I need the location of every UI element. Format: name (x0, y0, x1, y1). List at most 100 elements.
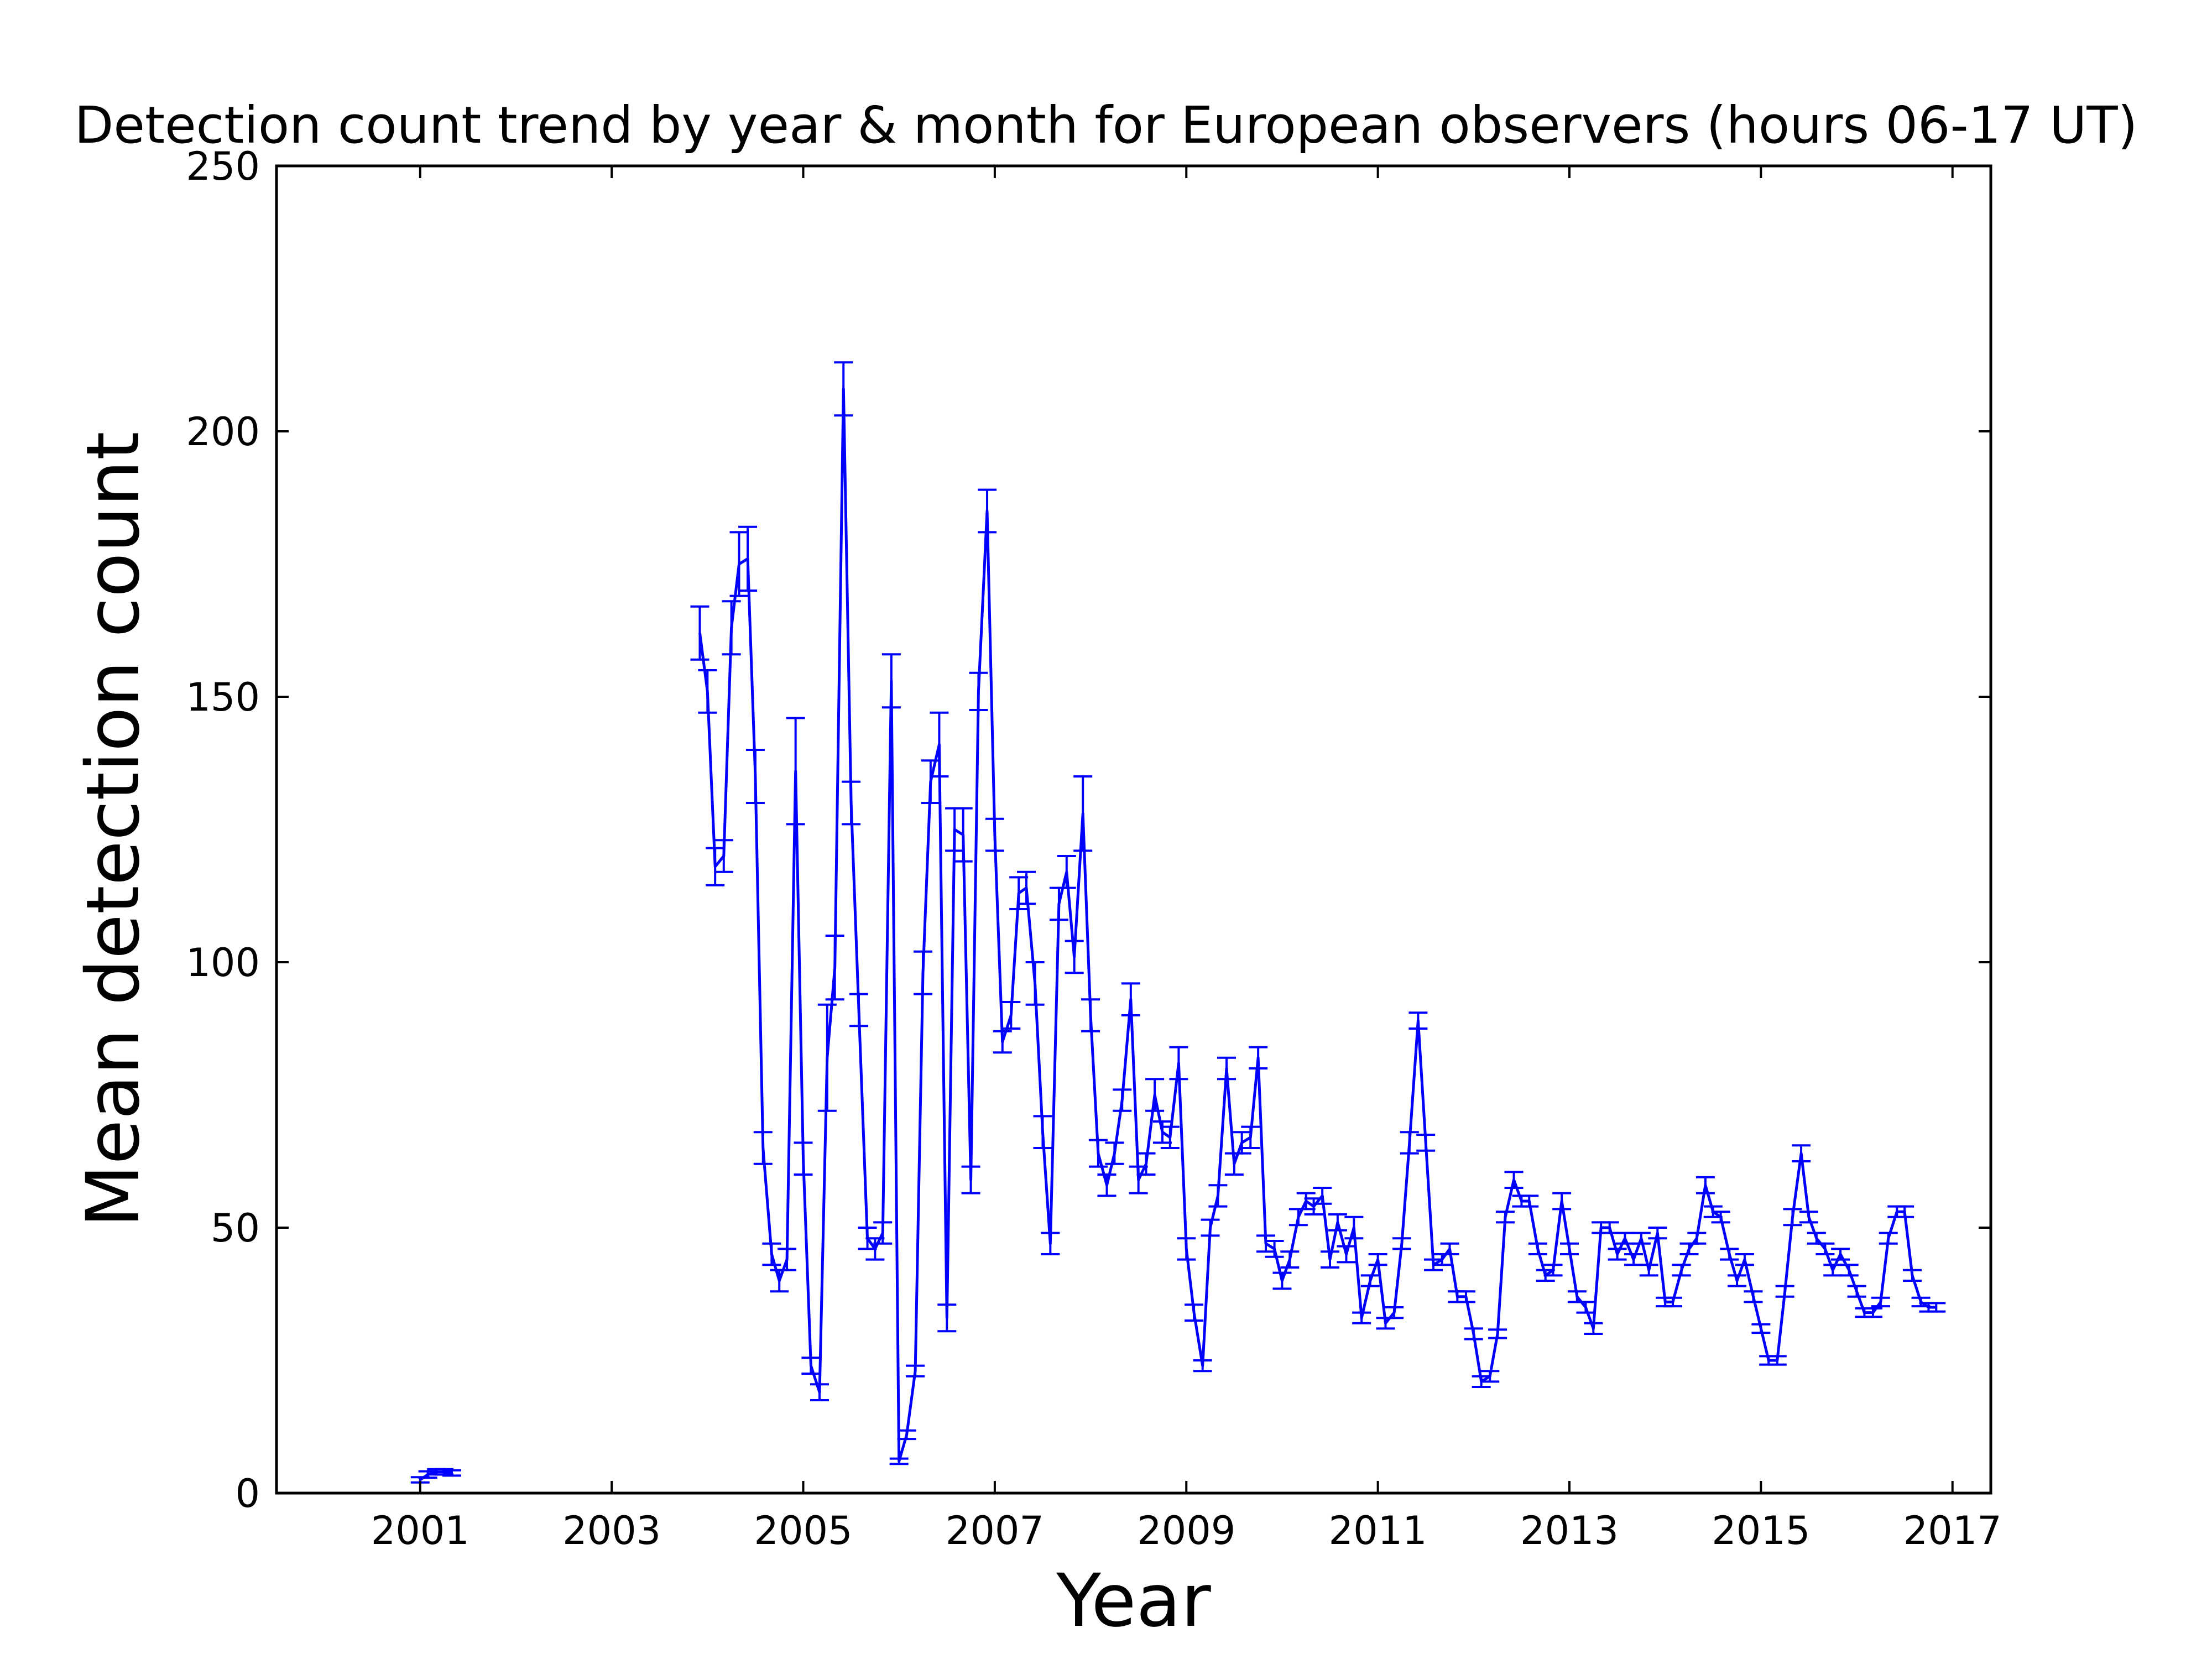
error-bar (1136, 1152, 1156, 1176)
error-bar (993, 1030, 1012, 1054)
error-bar (1495, 1211, 1515, 1224)
error-bar (1735, 1253, 1754, 1266)
error-bar (842, 780, 861, 826)
x-tick-label: 2007 (946, 1508, 1044, 1553)
error-bar (1792, 1144, 1811, 1162)
error-bar (1280, 1250, 1300, 1269)
error-bar (1639, 1264, 1658, 1277)
error-bar (1288, 1208, 1308, 1227)
error-bar (1152, 1120, 1172, 1144)
error-bar (1879, 1232, 1898, 1245)
error-bar (1193, 1359, 1212, 1373)
error-bar (1224, 1152, 1244, 1176)
error-bar (1385, 1306, 1404, 1319)
error-bar (1687, 1232, 1707, 1245)
error-bar (1783, 1208, 1802, 1227)
error-bar (1241, 1125, 1260, 1149)
error-bar (817, 1003, 837, 1112)
error-bar (778, 1248, 797, 1271)
error-bar (1065, 940, 1084, 974)
error-bar (1360, 1274, 1380, 1287)
error-bar (1823, 1264, 1843, 1277)
error-bar (1464, 1327, 1483, 1340)
x-tick-label: 2011 (1329, 1508, 1427, 1553)
error-bar (825, 935, 844, 1001)
error-bar (1775, 1285, 1794, 1298)
error-bar (1744, 1290, 1763, 1303)
error-bar (969, 671, 988, 711)
error-bar (849, 993, 868, 1027)
error-bar (1041, 1232, 1060, 1255)
axes-frame (275, 164, 1992, 1495)
error-bar (985, 817, 1004, 852)
error-bar (753, 1131, 773, 1165)
error-bar (1927, 1302, 1946, 1313)
error-bar (1767, 1355, 1787, 1366)
error-bar (1304, 1197, 1323, 1215)
error-bar (1145, 1078, 1165, 1112)
error-bar (930, 711, 949, 778)
chart-title: Detection count trend by year & month fo… (75, 96, 2138, 155)
y-tick-label: 150 (186, 675, 260, 720)
error-bar (801, 1357, 821, 1375)
error-bar (1169, 1046, 1188, 1081)
error-bar (945, 807, 964, 852)
error-bar (1839, 1264, 1859, 1277)
error-bar (794, 1141, 813, 1176)
error-bar (1567, 1290, 1587, 1303)
error-bar (913, 950, 932, 995)
error-bar (1113, 1088, 1132, 1112)
error-bar (1831, 1248, 1850, 1261)
error-bar (1559, 1242, 1579, 1255)
error-bar (1799, 1211, 1818, 1224)
error-bar (1815, 1242, 1835, 1255)
error-bar (1624, 1253, 1644, 1266)
error-bar (978, 488, 997, 534)
error-bar (738, 525, 758, 592)
x-tick-label: 2003 (562, 1508, 661, 1553)
error-bar (1584, 1322, 1603, 1335)
error-bar (1033, 1115, 1052, 1149)
x-axis-label: Year (1056, 1558, 1211, 1644)
error-bar (1129, 1165, 1148, 1194)
x-tick-label: 2009 (1137, 1508, 1235, 1553)
y-tick-label: 50 (211, 1206, 260, 1251)
error-bar (921, 759, 940, 804)
error-bar (1081, 998, 1100, 1032)
error-bar (1160, 1125, 1180, 1149)
error-bar (1121, 982, 1140, 1016)
error-bar (722, 600, 741, 656)
error-bar (1528, 1242, 1547, 1255)
series-line (698, 387, 1937, 1463)
error-bar (1017, 870, 1036, 905)
error-bar (834, 361, 853, 417)
error-bar (1368, 1253, 1387, 1266)
error-bar (1895, 1205, 1914, 1218)
error-bar (1576, 1301, 1595, 1314)
y-tick-label: 250 (186, 144, 260, 189)
error-bar (937, 1303, 957, 1333)
error-bar (729, 531, 749, 597)
y-tick-label: 100 (186, 940, 260, 985)
error-bar (873, 1221, 893, 1245)
error-bar (1456, 1290, 1475, 1303)
error-bar (1631, 1232, 1651, 1245)
error-bar (1663, 1296, 1683, 1308)
error-bar (1352, 1311, 1371, 1324)
error-bar (889, 1457, 909, 1465)
error-bar (690, 605, 709, 661)
error-bar (1201, 1218, 1220, 1237)
error-bar (953, 807, 973, 863)
error-bar (1217, 1056, 1236, 1081)
error-bar (1073, 775, 1093, 852)
error-bar (1902, 1269, 1922, 1282)
error-bar (1265, 1240, 1284, 1258)
error-bar (1728, 1274, 1747, 1287)
error-bar (1296, 1192, 1316, 1211)
error-bar (1272, 1271, 1292, 1290)
error-bar (1416, 1134, 1436, 1152)
error-bar (698, 669, 717, 714)
error-bar (770, 1269, 789, 1293)
error-bar (1520, 1194, 1539, 1208)
error-bar (865, 1237, 885, 1261)
